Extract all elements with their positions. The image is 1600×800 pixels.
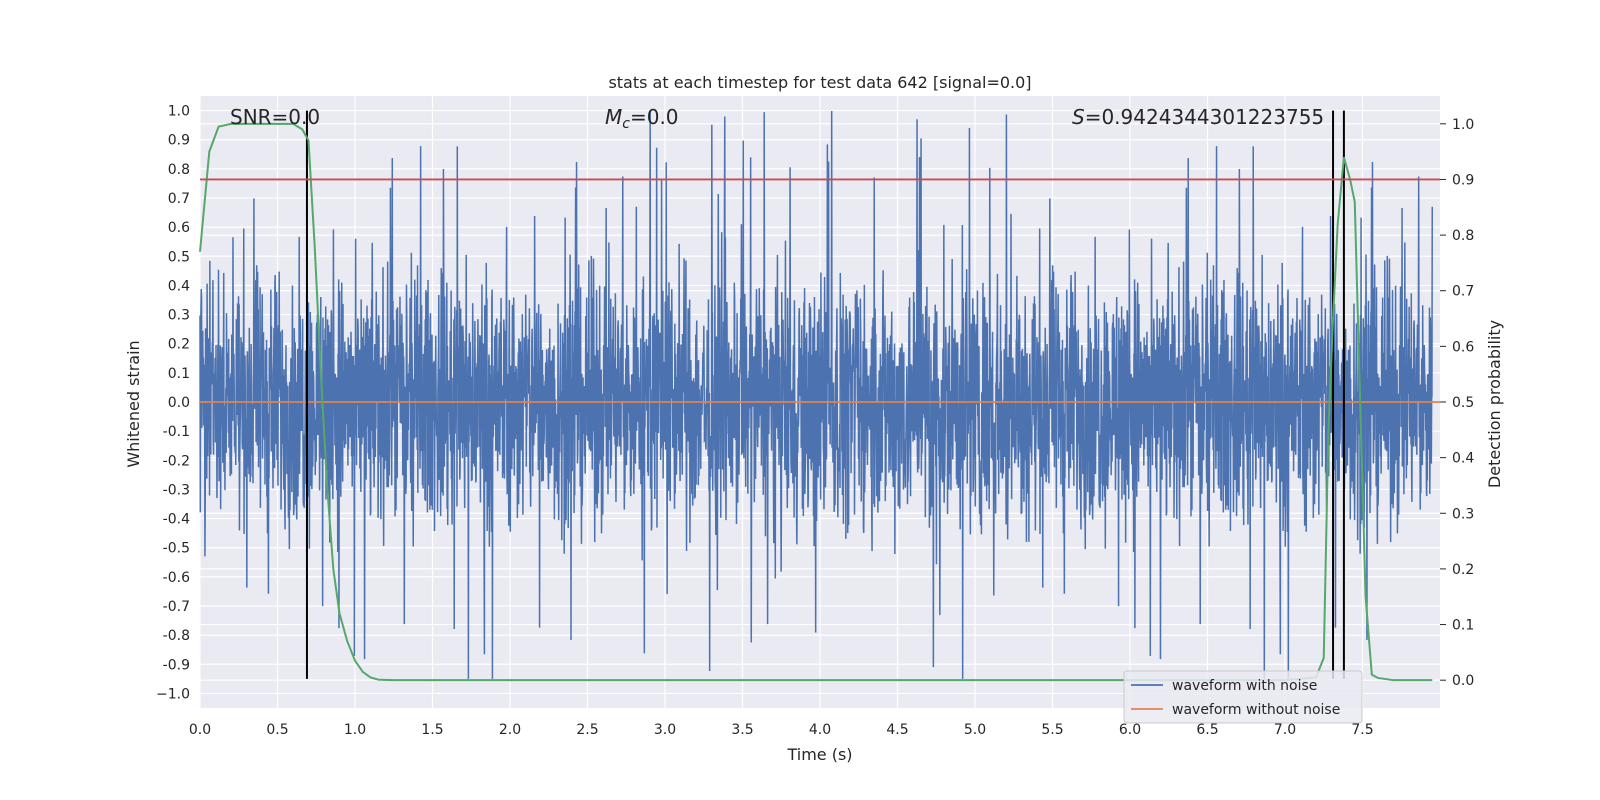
chart-title: stats at each timestep for test data 642…: [608, 73, 1031, 92]
y-tick-label: -0.8: [163, 628, 190, 644]
y2-tick-label: 1.0: [1452, 117, 1474, 133]
y-tick-label: -0.1: [163, 424, 190, 440]
x-tick-label: 5.5: [1041, 722, 1063, 738]
y2-axis-label: Detection probability: [1485, 320, 1504, 488]
x-tick-label: 3.5: [731, 722, 753, 738]
y2-tick-label: 0.9: [1452, 172, 1474, 188]
y-tick-label: -0.3: [163, 482, 190, 498]
y-tick-label: 0.3: [168, 308, 190, 324]
x-tick-label: 0.0: [189, 722, 211, 738]
y2-tick-label: 0.8: [1452, 228, 1474, 244]
y-tick-label: -0.2: [163, 453, 190, 469]
legend: waveform with noise waveform without noi…: [1123, 670, 1363, 724]
y2-axis-ticks: 1.0 0.9 0.8 0.7 0.6 0.5 0.4 0.3 0.2 0.1 0.0: [1440, 117, 1474, 689]
y-axis-ticks: 1.0 0.9 0.8 0.7 0.6 0.5 0.4 0.3 0.2 0.1 0.0 -0.1 -0.…: [156, 104, 190, 703]
y2-tick-label: 0.1: [1452, 618, 1474, 634]
detection-probability-line: [199, 122, 1433, 682]
x-tick-label: 1.5: [421, 722, 443, 738]
x-tick-label: 0.5: [266, 722, 288, 738]
x-tick-label: 2.5: [576, 722, 598, 738]
vertical-markers: [305, 110, 1345, 679]
x-tick-label: 7.0: [1274, 722, 1296, 738]
legend-label-noise: waveform with noise: [1172, 678, 1317, 694]
waveform-with-noise-line: [199, 110, 1433, 679]
y-tick-label: 0.2: [168, 337, 190, 353]
y-tick-label: −1.0: [156, 686, 190, 702]
legend-box: [1123, 670, 1363, 724]
y-tick-label: -0.4: [163, 512, 190, 528]
y2-tick-label: 0.2: [1452, 562, 1474, 578]
legend-label-clean: waveform without noise: [1172, 702, 1340, 718]
mc-subscript: c: [622, 116, 630, 132]
detection-probability-series: [199, 122, 1433, 682]
y-tick-label: -0.6: [163, 570, 190, 586]
x-tick-label: 5.0: [964, 722, 986, 738]
x-tick-label: 4.0: [809, 722, 831, 738]
s-value: =0.9424344301223755: [1085, 105, 1324, 129]
y-tick-label: 0.4: [168, 278, 190, 294]
y2-tick-label: 0.5: [1452, 395, 1474, 411]
y-tick-label: -0.5: [163, 541, 190, 557]
y-tick-label: 0.8: [168, 162, 190, 178]
mc-value: =0.0: [630, 105, 679, 129]
waveform-with-noise-series: [199, 110, 1433, 679]
snr-annotation: SNR=0.0: [230, 105, 320, 129]
y-tick-label: -0.7: [163, 599, 190, 615]
y-tick-label: 0.9: [168, 133, 190, 149]
y-tick-label: 1.0: [168, 104, 190, 120]
x-tick-label: 4.5: [886, 722, 908, 738]
x-axis-ticks: 0.0 0.5 1.0 1.5 2.0 2.5 3.0 3.5 4.0 4.5 5.0 5.5 6.0 6…: [189, 722, 1374, 738]
y-tick-label: 0.1: [168, 366, 190, 382]
x-tick-label: 7.5: [1351, 722, 1373, 738]
y2-tick-label: 0.3: [1452, 506, 1474, 522]
y-tick-label: 0.5: [168, 249, 190, 265]
y-axis-label: Whitened strain: [124, 340, 143, 467]
x-tick-label: 3.0: [654, 722, 676, 738]
y2-tick-label: 0.0: [1452, 673, 1474, 689]
y-tick-label: 0.0: [168, 395, 190, 411]
x-tick-label: 2.0: [499, 722, 521, 738]
chirp-mass-annotation: Mc=0.0: [605, 105, 679, 132]
x-axis-label: Time (s): [786, 745, 852, 764]
y-tick-label: -0.9: [163, 657, 190, 673]
x-tick-label: 6.5: [1196, 722, 1218, 738]
y2-tick-label: 0.7: [1452, 284, 1474, 300]
s-symbol: S: [1072, 105, 1085, 129]
y2-tick-label: 0.6: [1452, 339, 1474, 355]
mc-symbol: M: [605, 105, 622, 129]
y-tick-label: 0.6: [168, 220, 190, 236]
y-tick-label: 0.7: [168, 191, 190, 207]
x-tick-label: 1.0: [344, 722, 366, 738]
score-annotation: S=0.9424344301223755: [1072, 105, 1324, 129]
y2-tick-label: 0.4: [1452, 451, 1474, 467]
x-tick-label: 6.0: [1119, 722, 1141, 738]
